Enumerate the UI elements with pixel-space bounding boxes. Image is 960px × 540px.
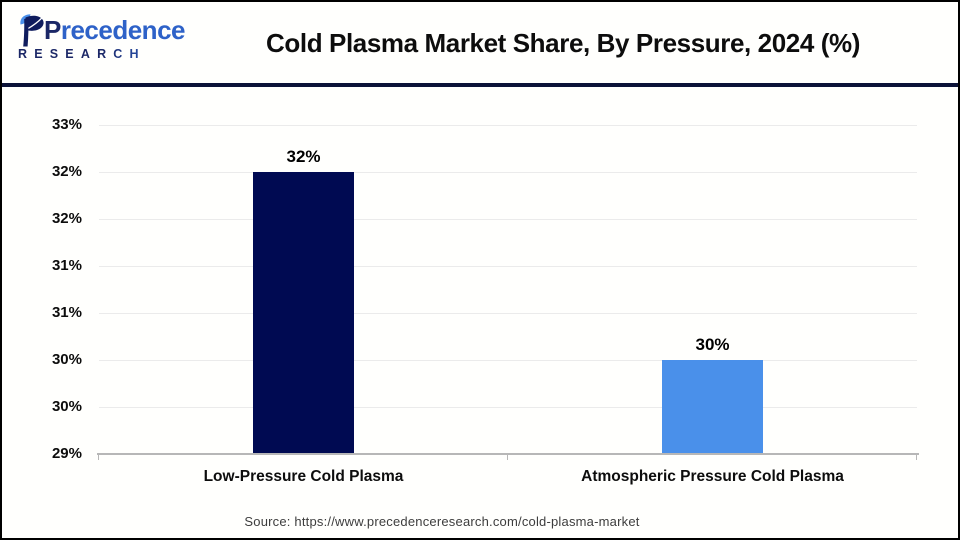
y-axis-tick-label: 32% <box>51 210 82 227</box>
brand-first-letter: P <box>44 15 61 45</box>
x-axis-category-label: Low-Pressure Cold Plasma <box>203 468 404 485</box>
bar-1 <box>253 172 354 454</box>
brand-subtitle: RESEARCH <box>18 47 168 61</box>
page-title: Cold Plasma Market Share, By Pressure, 2… <box>266 28 860 58</box>
brand-name: Precedence <box>44 13 186 47</box>
y-axis-tick-label: 31% <box>51 257 82 274</box>
bar-2 <box>662 360 763 454</box>
y-gridline <box>99 359 917 361</box>
x-axis-line <box>97 453 919 455</box>
y-axis-tick-label: 32% <box>51 163 82 180</box>
brand-wordmark: Precedence <box>18 13 186 47</box>
bar-value-label: 30% <box>695 335 730 354</box>
bar-chart: 29% 30% 30% 31% 31% 32% 32% 33% 32% Low-Pressure … <box>2 87 958 538</box>
y-gridline <box>99 265 917 267</box>
brand-name-rest: recedence <box>60 15 186 45</box>
brand-logo: Precedence RESEARCH <box>18 13 186 61</box>
y-axis-tick-label: 30% <box>51 351 82 368</box>
x-axis-tick <box>98 454 99 460</box>
y-gridline <box>99 218 917 220</box>
header: Precedence RESEARCH Cold Plasma Market S… <box>2 2 958 81</box>
y-axis-tick-label: 29% <box>51 445 82 462</box>
y-gridline <box>99 406 917 408</box>
header-divider <box>2 83 958 87</box>
y-axis-tick-label: 30% <box>51 398 82 415</box>
source-note: Source: https://www.precedenceresearch.c… <box>244 514 640 529</box>
x-axis-tick <box>916 454 917 460</box>
y-axis-tick-label: 33% <box>51 116 82 133</box>
bar-value-label: 32% <box>286 147 321 166</box>
x-axis-tick <box>507 454 508 460</box>
y-gridline <box>99 171 917 173</box>
leaf-p-icon <box>20 14 44 47</box>
y-axis-tick-label: 31% <box>51 304 82 321</box>
y-gridline <box>99 312 917 314</box>
x-axis-category-label: Atmospheric Pressure Cold Plasma <box>581 468 844 485</box>
y-gridline <box>99 124 917 126</box>
